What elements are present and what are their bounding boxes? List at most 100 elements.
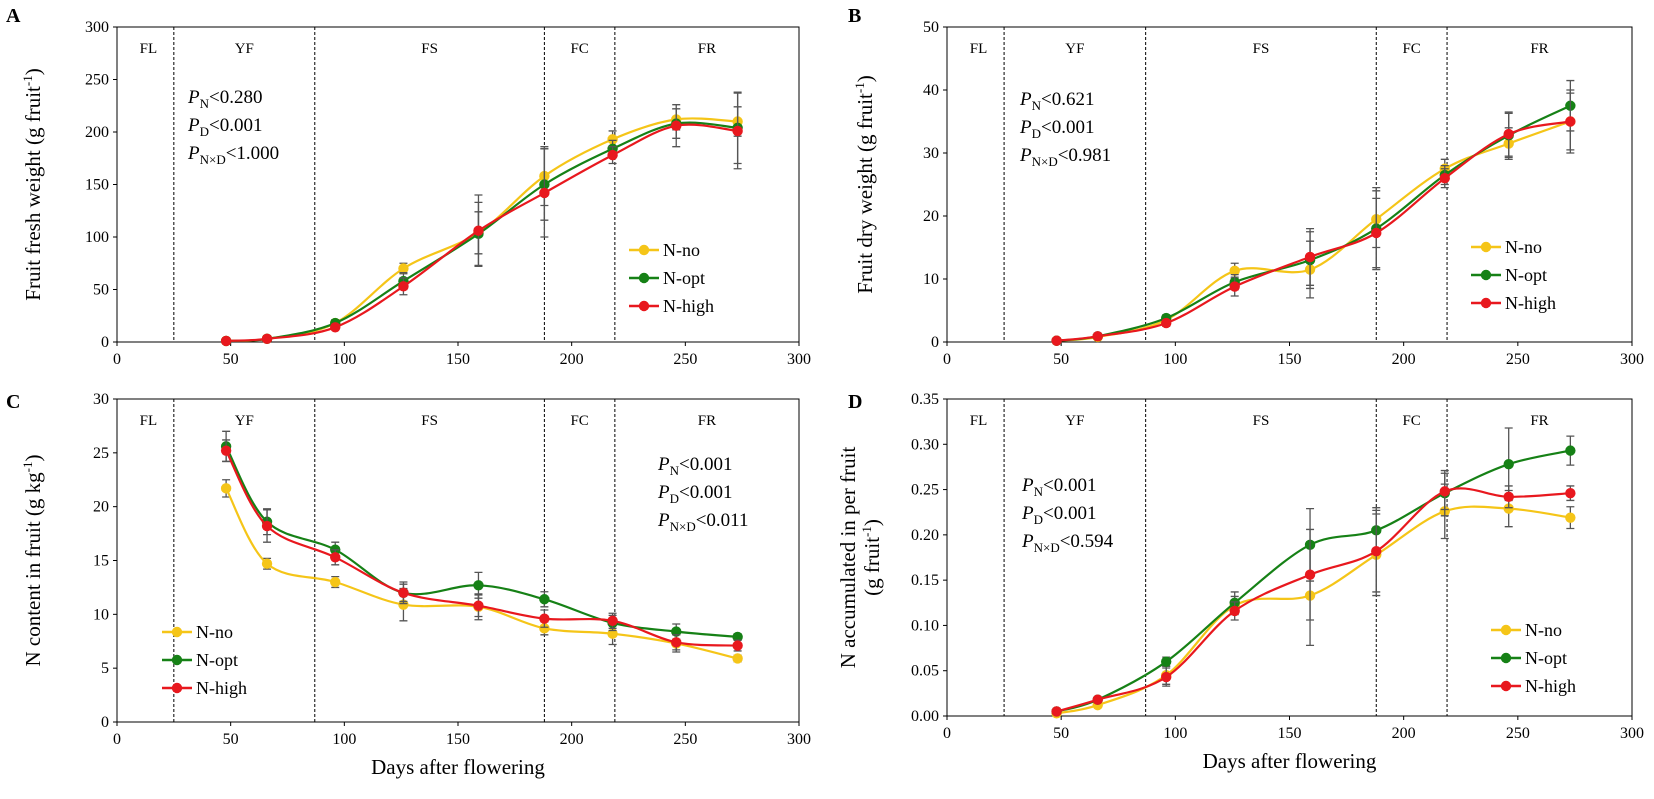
x-tick-label: 250	[1506, 725, 1530, 742]
x-tick-label: 300	[787, 731, 811, 748]
stage-label: FC	[570, 413, 588, 429]
data-point-N-high	[1051, 335, 1062, 346]
legend-marker	[1500, 680, 1512, 692]
legend-entry: N-opt	[663, 268, 705, 288]
x-tick-label: 300	[1620, 351, 1644, 368]
y-tick-label: 200	[85, 124, 109, 141]
panel-label: B	[848, 5, 861, 27]
data-point-N-high	[1229, 605, 1240, 617]
data-point-N-high	[1371, 227, 1382, 239]
legend-marker	[1480, 241, 1492, 253]
data-point-N-high	[539, 187, 550, 199]
y-tick-label: 10	[923, 271, 939, 288]
x-tick-label: 200	[1392, 351, 1416, 368]
x-tick-label: 100	[332, 351, 356, 368]
legend-entry: N-opt	[1505, 265, 1547, 285]
y-axis-label: N accumulated in per fruit	[836, 447, 860, 669]
data-point-N-no	[1565, 512, 1576, 523]
stage-label: FS	[421, 41, 438, 57]
stage-label: YF	[1065, 41, 1084, 57]
y-axis-label: N content in fruit (g kg-1)	[20, 454, 45, 666]
panel-D: D FL YF FS FC FR 0 50 100 150 200 250 300 0.00 0.05 0.1…	[836, 391, 1644, 773]
stat-line: PD<0.001	[187, 115, 262, 139]
data-point-N-high	[1304, 251, 1316, 263]
stage-label: FR	[698, 41, 716, 57]
data-point-N-no	[261, 558, 273, 569]
stat-line: PD<0.001	[1021, 503, 1096, 527]
panel-C: C FL YF FS FC FR 0 50 100 150 200 250 300 0 5 10 15 20 25 3…	[6, 391, 811, 779]
y-axis-label: Fruit fresh weight (g fruit-1)	[20, 68, 45, 300]
legend-marker	[1480, 297, 1492, 309]
stat-line: PN×D<1.000	[187, 143, 279, 167]
legend-entry: N-no	[1525, 620, 1562, 640]
data-point-N-high	[1161, 671, 1172, 683]
y-tick-label: 300	[85, 19, 109, 36]
legend-entry: N-high	[1505, 293, 1556, 313]
y-tick-label: 100	[85, 229, 109, 246]
data-point-N-high	[473, 225, 484, 236]
panel-label: C	[6, 391, 20, 413]
data-point-N-high	[671, 637, 682, 648]
legend-entry: N-no	[1505, 237, 1542, 257]
stage-label: FL	[970, 413, 988, 429]
data-point-N-no	[1229, 265, 1240, 277]
stage-label: FS	[421, 413, 438, 429]
data-point-N-no	[220, 483, 232, 494]
legend-marker	[1500, 624, 1512, 636]
data-point-N-high	[1229, 281, 1240, 292]
series-line-N-high	[1056, 487, 1571, 713]
x-tick-label: 0	[113, 731, 121, 748]
x-tick-label: 100	[1163, 351, 1187, 368]
y-tick-label: 20	[93, 499, 109, 516]
y-tick-label: 10	[93, 606, 109, 623]
data-point-N-high	[1092, 331, 1103, 342]
stage-label: FC	[1402, 41, 1420, 57]
panel-label: D	[848, 391, 862, 413]
stat-line: PN×D<0.981	[1019, 145, 1111, 169]
data-point-N-no	[607, 134, 618, 145]
y-tick-label: 0.15	[911, 572, 939, 589]
stage-label: FL	[140, 413, 158, 429]
data-point-N-opt	[1161, 656, 1172, 667]
legend-marker	[1480, 269, 1492, 281]
legend-marker	[638, 272, 650, 284]
x-tick-label: 150	[1278, 351, 1302, 368]
stage-label: FL	[970, 41, 988, 57]
data-point-N-no	[398, 263, 409, 274]
legend-marker	[638, 300, 650, 312]
y-tick-label: 0.30	[911, 436, 939, 453]
legend-entry: N-opt	[1525, 648, 1567, 668]
stage-label: FC	[1402, 413, 1420, 429]
legend-entry: N-no	[196, 622, 233, 642]
data-point-N-high	[1371, 545, 1382, 557]
data-point-N-opt	[539, 594, 550, 605]
stage-label: FL	[140, 41, 158, 57]
legend-entry: N-no	[663, 240, 700, 260]
y-axis-label: Fruit dry weight (g fruit-1)	[852, 75, 877, 293]
data-point-N-high	[473, 600, 484, 611]
x-tick-label: 50	[1053, 351, 1069, 368]
data-point-N-no	[732, 653, 743, 664]
data-point-N-high	[1304, 569, 1316, 580]
x-tick-label: 250	[673, 351, 697, 368]
plot-frame	[116, 26, 800, 343]
y-tick-label: 15	[93, 553, 109, 570]
x-tick-label: 50	[223, 731, 239, 748]
data-point-N-opt	[473, 580, 484, 591]
panel-label: A	[6, 5, 21, 27]
y-tick-label: 5	[101, 660, 109, 677]
stat-line: PD<0.001	[1019, 117, 1094, 141]
data-point-N-high	[1439, 173, 1450, 184]
x-tick-label: 50	[1053, 725, 1069, 742]
x-tick-label: 150	[446, 731, 470, 748]
y-tick-label: 150	[85, 177, 109, 194]
x-axis-label: Days after flowering	[1203, 749, 1377, 773]
y-tick-label: 0	[931, 334, 939, 351]
legend-marker	[638, 244, 650, 256]
legend-marker	[171, 626, 183, 638]
y-tick-label: 250	[85, 72, 109, 89]
data-point-N-high	[1439, 486, 1450, 497]
x-tick-label: 150	[446, 351, 470, 368]
legend-entry: N-opt	[196, 650, 238, 670]
